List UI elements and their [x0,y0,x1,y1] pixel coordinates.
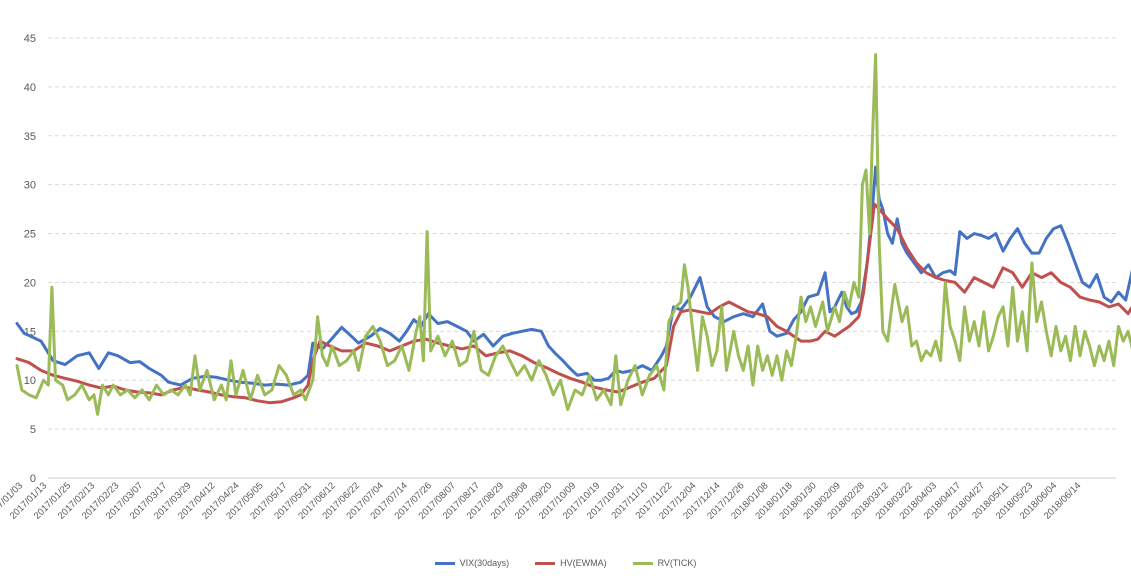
legend-label-hv: HV(EWMA) [560,558,607,568]
y-tick-label-40: 40 [24,82,36,94]
y-tick-label-10: 10 [24,375,36,387]
series-line-rv-tick [15,53,1131,416]
legend-swatch-vix [434,561,455,565]
legend: VIX(30days) HV(EWMA) RV(TICK) [0,555,1131,571]
series-line-hv-ewma [15,202,1131,405]
legend-item-hv: HV(EWMA) [535,558,607,568]
legend-label-rv: RV(TICK) [657,558,697,568]
y-tick-label-45: 45 [24,33,36,45]
legend-swatch-hv [535,561,556,565]
y-tick-label-30: 30 [24,180,36,192]
y-tick-label-35: 35 [24,131,36,143]
legend-label-vix: VIX(30days) [459,558,510,568]
y-tick-label-20: 20 [24,277,36,289]
y-tick-label-5: 5 [30,424,36,436]
legend-item-vix: VIX(30days) [434,558,510,568]
series-line-vix-days [15,165,1131,387]
y-tick-label-0: 0 [30,473,36,485]
legend-item-rv: RV(TICK) [632,558,697,568]
legend-swatch-rv [632,561,653,565]
y-tick-label-25: 25 [24,229,36,241]
